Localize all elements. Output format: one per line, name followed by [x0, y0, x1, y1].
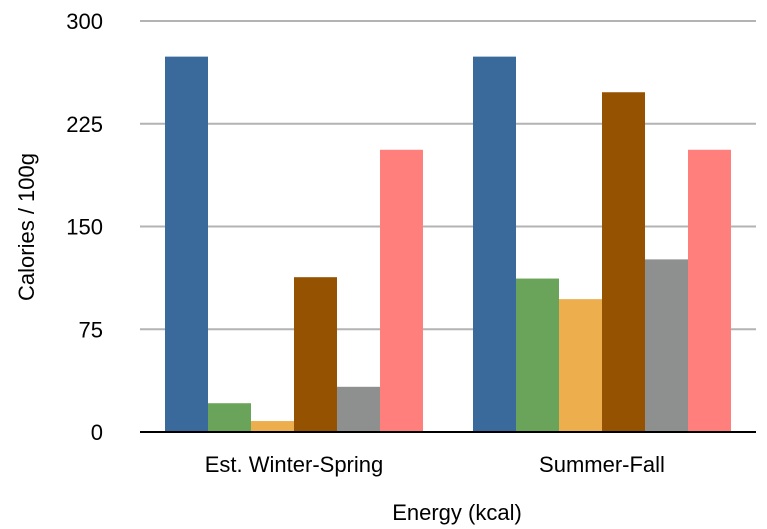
x-tick-label: Summer-Fall — [539, 452, 665, 477]
x-tick-label: Est. Winter-Spring — [205, 452, 384, 477]
bar — [208, 403, 251, 432]
bar — [294, 277, 337, 432]
bar — [559, 299, 602, 432]
y-tick-label: 225 — [66, 112, 103, 137]
bar — [165, 56, 208, 433]
y-tick-labels: 0 75 150 225 300 — [66, 9, 103, 445]
y-tick-label: 0 — [91, 420, 103, 445]
bar — [602, 92, 645, 433]
bar — [337, 386, 380, 432]
y-tick-label: 150 — [66, 215, 103, 240]
bar — [516, 278, 559, 432]
y-tick-label: 300 — [66, 9, 103, 34]
bar — [645, 259, 688, 432]
bar — [473, 56, 516, 433]
x-axis-title: Energy (kcal) — [392, 500, 522, 525]
y-axis-title: Calories / 100g — [14, 153, 39, 301]
x-tick-labels: Est. Winter-Spring Summer-Fall — [205, 452, 665, 477]
bar — [251, 421, 294, 432]
bars — [165, 56, 731, 433]
bar — [380, 149, 423, 432]
bar — [688, 149, 731, 432]
y-tick-label: 75 — [79, 317, 103, 342]
